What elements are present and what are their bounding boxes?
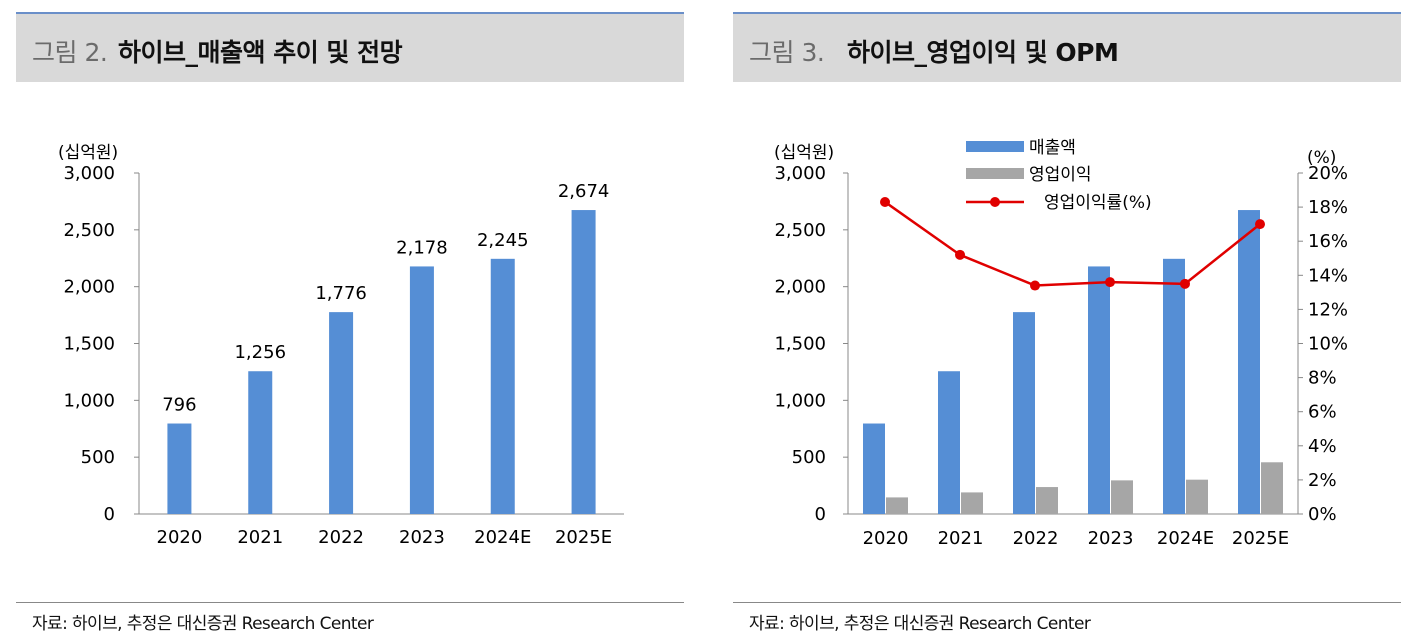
revenue-bar [329,312,354,514]
op-profit-combo-chart: (십억원) (%) 0 500 1,000 1,500 2,000 2,500 3,000 0… [774,138,1348,549]
x-tick-label: 2023 [399,527,445,548]
op-profit-bar [961,492,983,514]
y2-tick-label: 10% [1308,334,1348,355]
y-tick-label: 1,000 [774,390,826,411]
y-tick-label: 2,500 [774,220,826,241]
y2-tick-label: 4% [1308,436,1337,457]
y-axis-unit-label: (십억원) [58,143,118,163]
revenue-bar [1088,266,1110,514]
y2-tick-label: 12% [1308,299,1348,320]
revenue-bar [409,266,434,514]
revenue-bar [571,210,596,514]
y-tick-label: 500 [81,447,115,468]
y2-tick-label: 16% [1308,231,1348,252]
op-profit-bar [1186,479,1208,514]
y2-tick-label: 14% [1308,265,1348,286]
figure-2-source: 자료: 하이브, 추정은 대신증권 Research Center [32,614,374,634]
opm-point [1030,280,1040,291]
y-tick-label: 0 [815,504,826,525]
figure-3-source: 자료: 하이브, 추정은 대신증권 Research Center [749,614,1091,634]
revenue-bar [1163,258,1185,514]
y2-tick-label: 2% [1308,470,1337,491]
y2-tick-label: 18% [1308,197,1348,218]
op-profit-bar [1036,487,1058,514]
opm-point [880,196,890,207]
revenue-bar [1013,312,1035,514]
revenue-bar [248,371,273,514]
legend-swatch-op-profit [966,168,1024,179]
revenue-bar [1238,210,1260,514]
data-label: 1,776 [315,283,367,304]
opm-point [1255,219,1265,230]
y-tick-label: 2,000 [774,277,826,298]
x-tick-label: 2021 [938,528,984,549]
y-tick-label: 500 [792,447,826,468]
x-tick-label: 2023 [1088,528,1134,549]
x-tick-label: 2024E [474,527,531,548]
y2-tick-label: 8% [1308,368,1337,389]
figure-3-number: 그림 3. [749,38,825,67]
revenue-bar [490,258,515,514]
y-tick-label: 1,500 [774,334,826,355]
opm-point [1180,278,1190,289]
y-tick-label: 1,000 [63,390,115,411]
revenue-bar [938,371,960,514]
data-label: 796 [162,395,196,416]
op-profit-bar [1111,480,1133,514]
legend-marker-opm [990,197,1000,207]
revenue-bar-chart: (십억원) 0 500 1,000 1,500 2,000 2,500 3,000 796 20… [58,143,624,548]
x-tick-label: 2025E [1232,528,1289,549]
x-tick-label: 2022 [318,527,364,548]
y-tick-label: 1,500 [63,334,115,355]
y2-axis-unit-label: (%) [1307,148,1336,168]
x-tick-label: 2020 [863,528,909,549]
figure-2-title-bar: 그림 2. 하이브_매출액 추이 및 전망 [16,12,684,82]
y-tick-label: 2,000 [63,277,115,298]
figure-3-title-bar: 그림 3. 하이브_영업이익 및 OPM [733,12,1401,82]
data-label: 2,245 [477,230,529,251]
opm-point [1105,277,1115,288]
figure-3-panel: 그림 3. 하이브_영업이익 및 OPM (십억원) (%) 0 500 1,000… [733,0,1401,639]
legend-label-revenue: 매출액 [1029,138,1076,158]
x-tick-label: 2020 [157,527,203,548]
y2-tick-label: 6% [1308,402,1337,423]
x-tick-label: 2021 [237,527,283,548]
opm-line [884,200,1261,287]
figure-3-title: 하이브_영업이익 및 OPM [847,38,1119,67]
x-tick-label: 2024E [1157,528,1214,549]
figure-2-number: 그림 2. [32,38,108,67]
y-tick-label: 2,500 [63,220,115,241]
y2-tick-label: 20% [1308,163,1348,184]
legend-label-opm: 영업이익률(%) [1044,193,1152,213]
y2-tick-label: 0% [1308,504,1337,525]
x-tick-label: 2022 [1013,528,1059,549]
figure-2-title: 하이브_매출액 추이 및 전망 [118,38,403,67]
data-label: 1,256 [234,342,286,363]
data-label: 2,674 [558,181,610,202]
revenue-bar [167,423,192,514]
op-profit-bar [1261,462,1283,514]
figure-2-panel: 그림 2. 하이브_매출액 추이 및 전망 (십억원) 0 500 1,000 1,5… [16,0,684,639]
revenue-bar [863,423,885,514]
y-tick-label: 0 [104,504,115,525]
legend-label-op-profit: 영업이익 [1029,165,1092,185]
opm-point [955,249,965,260]
source-divider [733,602,1401,603]
legend-swatch-revenue [966,141,1024,152]
data-label: 2,178 [396,237,448,258]
op-profit-bar [886,497,908,514]
x-tick-label: 2025E [555,527,612,548]
y-axis-unit-label: (십억원) [774,143,834,163]
source-divider [16,602,684,603]
y-tick-label: 3,000 [774,163,826,184]
y-tick-label: 3,000 [63,163,115,184]
